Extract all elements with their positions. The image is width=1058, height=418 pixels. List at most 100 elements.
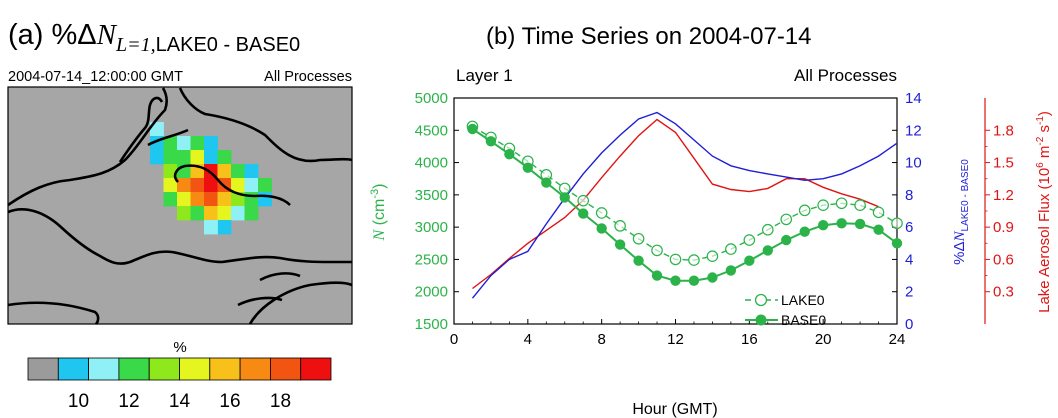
point-base0: [707, 272, 718, 283]
map-cell: [150, 150, 164, 165]
point-lake0: [632, 232, 645, 245]
point-base0: [522, 162, 534, 173]
middle-tick-label: 10: [905, 155, 922, 172]
right-tick-label: 1.8: [993, 122, 1014, 139]
keweenaw-peninsula: [173, 164, 291, 206]
point-base0: [559, 192, 570, 203]
panel-a: (a) %ΔNL=1,LAKE0 - BASE0 2004-07-14_12:0…: [7, 19, 353, 412]
right-tick-label: 0.9: [993, 219, 1014, 236]
map-cell: [190, 206, 205, 221]
south-shore: [7, 207, 352, 265]
point-lake0: [743, 234, 756, 246]
map-cell: [163, 150, 178, 165]
point-base0: [744, 255, 755, 266]
point-base0: [817, 220, 829, 231]
right-tick-label: 0.6: [993, 251, 1014, 268]
map-cell: [244, 206, 259, 221]
left-tick-label: 4000: [415, 155, 448, 172]
point-base0: [725, 265, 737, 276]
point-base0: [633, 255, 644, 266]
colorbar-ticks: 10 12 14 16 18: [68, 391, 291, 412]
map-cell: [258, 192, 272, 207]
point-lake0: [558, 182, 571, 195]
x-tick-label: 16: [741, 331, 758, 348]
colorbar-tick-label: 18: [270, 391, 291, 412]
point-lake0: [614, 220, 626, 232]
left-tick-label: 3000: [415, 219, 448, 236]
point-base0: [799, 226, 810, 237]
right-axis-label: Lake Aerosol Flux (106 m-2 s-1): [1035, 111, 1053, 313]
series-line-flux: [472, 118, 879, 290]
map-cell: [204, 192, 218, 207]
series-line-percent-diff: [471, 111, 898, 299]
colorbar-tick-label: 10: [68, 391, 89, 412]
map-cell: [177, 192, 191, 207]
x-tick-label: 20: [815, 331, 832, 348]
panel-b-layer-label: Layer 1: [456, 66, 513, 85]
left-tick-label: 4500: [415, 122, 448, 139]
colorbar-tick-label: 12: [118, 391, 139, 412]
map-cell: [177, 206, 191, 221]
middle-tick-label: 8: [905, 187, 913, 204]
map: [7, 86, 353, 325]
colorbar-swatch: [269, 357, 302, 381]
map-cell: [258, 178, 272, 193]
colorbar-unit: %: [173, 339, 186, 356]
legend-marker-base0: [755, 314, 767, 326]
map-cell: [217, 220, 232, 235]
map-cell: [177, 178, 191, 193]
colorbar-swatch: [300, 357, 332, 381]
point-lake0: [780, 213, 793, 226]
map-cell: [190, 178, 205, 193]
point-base0: [651, 270, 663, 281]
point-base0: [688, 275, 700, 286]
colorbar-swatch: [118, 357, 150, 381]
map-cell: [204, 220, 218, 235]
map-cell: [244, 178, 259, 193]
point-base0: [504, 148, 515, 160]
x-tick-label: 8: [597, 331, 605, 348]
middle-tick-label: 0: [905, 316, 913, 333]
point-lake0: [688, 254, 700, 266]
legend: LAKE0 BASE0: [745, 292, 826, 328]
map-cell: [231, 164, 245, 179]
point-lake0: [798, 204, 811, 217]
point-base0: [836, 218, 847, 229]
x-axis-label: Hour (GMT): [632, 401, 717, 418]
isle-royale: [147, 128, 189, 147]
point-base0: [670, 275, 681, 286]
right-axis: 0.3 0.6 0.9 1.2 1.5 1.8: [984, 98, 1014, 324]
panel-b: (b) Time Series on 2004-07-14 Layer 1 Al…: [369, 23, 1053, 418]
panel-a-title: (a) %ΔNL=1,LAKE0 - BASE0: [8, 19, 300, 56]
colorbar-swatch: [27, 357, 59, 381]
series-layer: [466, 111, 903, 299]
legend-label-base0: BASE0: [781, 312, 826, 328]
left-axis-label: N (cm-3): [369, 184, 388, 242]
point-base0: [891, 238, 903, 249]
x-axis: 0 4 8 12 16 20 24: [450, 319, 906, 348]
map-cell: [163, 178, 178, 193]
map-cell: [190, 150, 205, 165]
middle-tick-label: 12: [905, 122, 922, 139]
legend-label-lake0: LAKE0: [781, 292, 825, 308]
map-cell: [217, 192, 232, 207]
panel-b-process-label: All Processes: [794, 66, 897, 85]
middle-tick-label: 4: [905, 251, 913, 268]
point-base0: [578, 208, 589, 219]
colorbar-tick-label: 14: [169, 391, 191, 412]
middle-tick-label: 14: [905, 90, 922, 107]
middle-axis-label: %ΔNLAKE0 - BASE0: [951, 159, 971, 265]
map-cell: [163, 136, 178, 151]
map-cell: [217, 206, 232, 221]
map-cell: [190, 136, 205, 151]
lake-michigan-shore: [7, 281, 353, 325]
legend-marker-lake0: [754, 293, 768, 307]
left-tick-label: 2000: [415, 284, 448, 301]
panel-a-timestamp: 2004-07-14_12:00:00 GMT: [8, 69, 183, 85]
point-base0: [485, 136, 497, 147]
map-cell: [231, 178, 245, 193]
map-cell: [217, 150, 232, 165]
point-base0: [873, 224, 884, 235]
x-tick-label: 24: [889, 331, 906, 348]
map-cell: [204, 206, 218, 221]
